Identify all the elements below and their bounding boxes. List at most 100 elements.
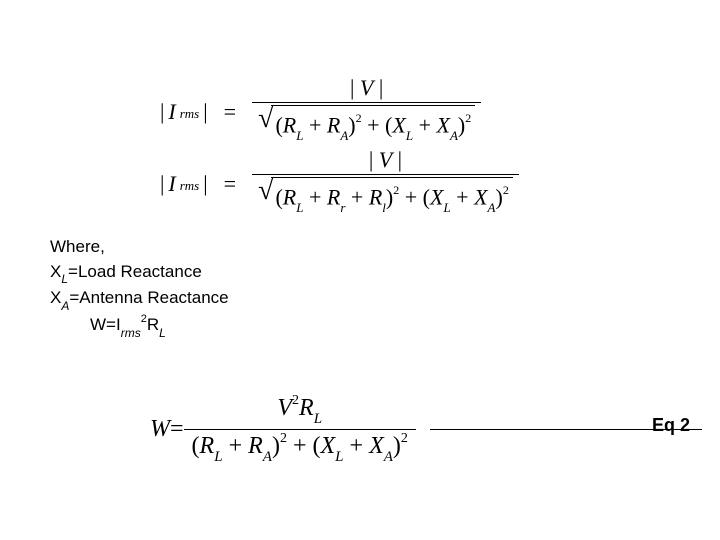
var-I: I <box>168 99 175 125</box>
sub-L: L <box>296 128 303 143</box>
equals: = <box>218 99 242 125</box>
abs-close: | <box>398 147 402 172</box>
sub-A: A <box>450 128 458 143</box>
var-R: R <box>200 433 215 459</box>
fraction: | V | √ (RL + Rr + Rl)2 + (XL + XA)2 <box>252 148 519 220</box>
sub-rms: rms <box>121 326 141 340</box>
sub-rms: rms <box>180 178 200 194</box>
sub-A: A <box>340 128 348 143</box>
where-block: Where, XL=Load Reactance XA=Antenna Reac… <box>50 235 229 340</box>
plus: + <box>451 185 474 210</box>
var-X: X <box>474 185 487 210</box>
sup-2: 2 <box>401 431 408 446</box>
plus: + <box>345 185 368 210</box>
sub-A: A <box>61 299 69 313</box>
sub-l: l <box>382 200 386 215</box>
var-R: R <box>147 315 159 334</box>
fraction: V2RL (RL + RA)2 + (XL + XA)2 <box>184 395 416 464</box>
abs-open: | <box>160 99 164 125</box>
abs-open: | <box>369 147 373 172</box>
abs-close: | <box>203 171 207 197</box>
sub-L: L <box>296 200 303 215</box>
var-X: X <box>369 433 384 459</box>
paren: ) <box>496 185 503 210</box>
paren: ( <box>313 433 321 459</box>
equation-1: | Irms | = | V | √ (RL + RA)2 + (XL + XA… <box>160 80 580 144</box>
var-W: W <box>150 416 170 443</box>
var-R: R <box>283 185 296 210</box>
var-R: R <box>327 185 340 210</box>
paren: ( <box>275 113 282 138</box>
var-R: R <box>369 185 382 210</box>
radicand: (RL + RA)2 + (XL + XA)2 <box>271 105 475 148</box>
sub-rms: rms <box>180 106 200 122</box>
abs-close: | <box>379 75 383 100</box>
where-w: W=Irms2RL <box>90 313 229 340</box>
var-R: R <box>299 395 314 421</box>
paren: ) <box>393 433 401 459</box>
sup-2: 2 <box>141 313 147 325</box>
sub-A: A <box>488 200 496 215</box>
sub-L: L <box>335 449 343 465</box>
equation-3: W = V2RL (RL + RA)2 + (XL + XA)2 <box>150 395 710 464</box>
paren: ( <box>423 185 430 210</box>
where-label: Where, <box>50 235 229 260</box>
var-X: X <box>436 113 449 138</box>
plus: + <box>344 433 370 459</box>
plus: + <box>362 113 385 138</box>
var-V: V <box>379 147 392 172</box>
plus: + <box>399 185 422 210</box>
sup-2: 2 <box>356 111 362 125</box>
sub-L: L <box>443 200 450 215</box>
sup-2: 2 <box>393 183 399 197</box>
fraction: | V | √ (RL + RA)2 + (XL + XA)2 <box>252 76 481 148</box>
var-R: R <box>327 113 340 138</box>
where-xa: XA=Antenna Reactance <box>50 286 229 313</box>
var-X: X <box>430 185 443 210</box>
plus: + <box>413 113 436 138</box>
plus: + <box>223 433 249 459</box>
sup-2: 2 <box>503 183 509 197</box>
equals: = <box>218 171 242 197</box>
sqrt: √ (RL + RA)2 + (XL + XA)2 <box>258 105 475 148</box>
sub-L: L <box>314 411 322 427</box>
var-V: V <box>360 75 373 100</box>
text: W=I <box>90 315 121 334</box>
equation-block: | Irms | = | V | √ (RL + RA)2 + (XL + XA… <box>160 80 580 216</box>
var-X: X <box>392 113 405 138</box>
radicand: (RL + Rr + Rl)2 + (XL + XA)2 <box>271 177 512 220</box>
var-R: R <box>283 113 296 138</box>
abs-open: | <box>350 75 354 100</box>
abs-close: | <box>203 99 207 125</box>
plus: + <box>287 433 313 459</box>
sub-L: L <box>61 272 68 286</box>
sub-r: r <box>340 200 345 215</box>
sqrt: √ (RL + Rr + Rl)2 + (XL + XA)2 <box>258 177 513 220</box>
where-xl: XL=Load Reactance <box>50 260 229 287</box>
abs-open: | <box>160 171 164 197</box>
equals: = <box>170 416 184 443</box>
sub-L: L <box>406 128 413 143</box>
sup-2: 2 <box>292 393 299 408</box>
sub-L: L <box>214 449 222 465</box>
equation-label: Eq 2 <box>652 415 690 436</box>
paren: ) <box>348 113 355 138</box>
var-X: X <box>50 288 61 307</box>
plus: + <box>303 185 326 210</box>
sub-A: A <box>263 449 272 465</box>
paren: ( <box>275 185 282 210</box>
var-I: I <box>168 171 175 197</box>
equation-2: | Irms | = | V | √ (RL + Rr + Rl)2 + (XL… <box>160 152 580 216</box>
sup-2: 2 <box>465 111 471 125</box>
var-X: X <box>50 262 61 281</box>
paren: ( <box>192 433 200 459</box>
text: =Load Reactance <box>68 262 202 281</box>
sub-L: L <box>159 326 166 340</box>
sup-2: 2 <box>280 431 287 446</box>
paren: ) <box>272 433 280 459</box>
plus: + <box>303 113 326 138</box>
var-X: X <box>321 433 336 459</box>
text: =Antenna Reactance <box>69 288 228 307</box>
var-R: R <box>248 433 263 459</box>
sub-A: A <box>384 449 393 465</box>
